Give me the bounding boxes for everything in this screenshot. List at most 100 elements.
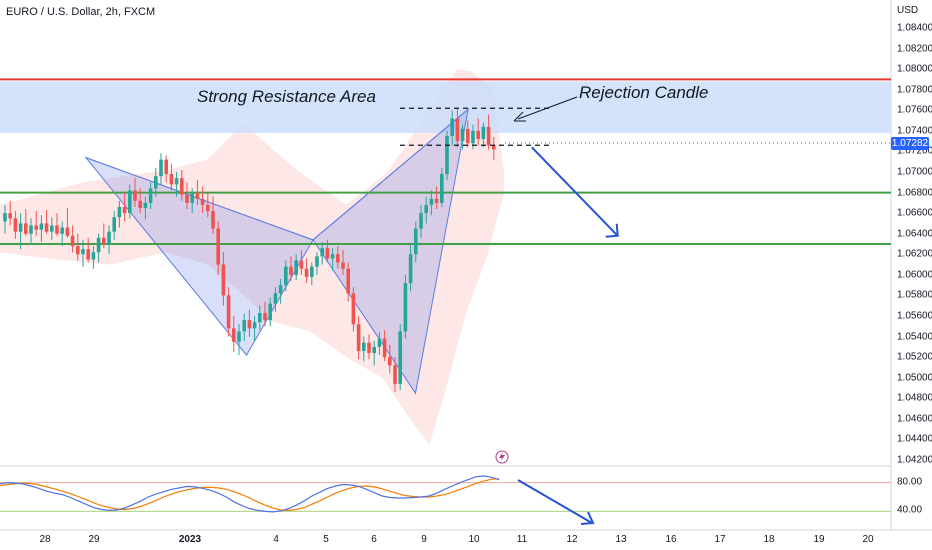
time-tick-label: 6 (371, 534, 377, 545)
resistance-annotation[interactable]: Strong Resistance Area (197, 87, 376, 106)
oscillator-tick-label: 80.00 (897, 476, 923, 488)
candle-body (320, 248, 324, 257)
candle-body (154, 176, 158, 189)
candle-body (325, 248, 330, 259)
candle-body (221, 264, 226, 296)
candle-body (169, 174, 174, 185)
bollinger-band (0, 69, 505, 445)
time-tick-label: 2023 (178, 534, 202, 545)
candle-body (133, 190, 137, 201)
candle-body (367, 342, 371, 354)
resistance-zone (0, 81, 891, 133)
candle-body (289, 266, 293, 275)
candle-body (148, 188, 153, 203)
time-tick-label: 18 (763, 534, 775, 545)
price-tick-label: 1.08200 (897, 43, 932, 55)
candle-body (476, 130, 480, 140)
candle-body (185, 194, 189, 203)
price-tick-label: 1.04600 (897, 413, 932, 425)
candle-body (39, 223, 44, 230)
time-tick-label: 19 (813, 534, 825, 545)
candle-body (299, 260, 304, 269)
candle-body (388, 357, 392, 366)
candle-body (216, 228, 220, 265)
candle-body (143, 202, 148, 208)
time-tick-label: 16 (665, 534, 677, 545)
candle-body (252, 322, 257, 329)
candle-body (273, 293, 278, 304)
candle-body (70, 235, 75, 247)
candle-body (346, 268, 350, 294)
price-tick-label: 1.08400 (897, 22, 932, 34)
time-tick-label: 10 (468, 534, 480, 545)
candle-body (382, 338, 387, 358)
candle-body (195, 192, 200, 199)
candle-body (284, 266, 288, 286)
time-tick-label: 9 (421, 534, 427, 545)
candle-body (247, 320, 252, 329)
candle-body (486, 126, 491, 146)
projection-arrow-head (605, 223, 619, 238)
rejection-pointer-head (513, 111, 526, 122)
candle-body (190, 192, 194, 203)
candle-body (440, 174, 444, 203)
candle-body (356, 324, 361, 351)
price-tick-label: 1.05200 (897, 351, 932, 363)
time-tick-label: 13 (615, 534, 627, 545)
candle-body (29, 225, 33, 234)
pattern-leg-bd (312, 108, 469, 241)
candle-body (180, 178, 184, 195)
time-tick-label: 17 (714, 534, 726, 545)
time-tick-label: 5 (323, 534, 329, 545)
rejection-pointer (517, 96, 578, 120)
candle-body (164, 159, 168, 175)
lightning-icon (495, 450, 509, 464)
price-tick-label: 1.07600 (897, 104, 932, 116)
candle-body (18, 223, 23, 232)
candle-body (232, 328, 236, 342)
rejection-annotation[interactable]: Rejection Candle (579, 83, 709, 102)
candle-body (50, 225, 54, 232)
candle-body (341, 262, 345, 269)
time-tick-label: 20 (862, 534, 874, 545)
candle-body (211, 211, 215, 229)
price-tick-label: 1.07800 (897, 84, 932, 96)
candles-group (3, 108, 496, 393)
pattern-leg-xb (85, 157, 314, 241)
candle-body (13, 218, 18, 232)
price-tick-label: 1.05800 (897, 289, 932, 301)
symbol-title: EURO / U.S. Dollar, 2h, FXCM (6, 6, 156, 18)
candle-body (419, 213, 423, 229)
candle-body (304, 268, 309, 277)
candle-body (3, 213, 7, 222)
candle-body (362, 342, 366, 351)
candle-body (91, 252, 96, 260)
candle-body (60, 227, 64, 234)
time-tick-label: 11 (516, 534, 528, 545)
candle-body (107, 231, 111, 244)
candle-body (81, 249, 85, 255)
price-tick-label: 1.04400 (897, 433, 932, 445)
candle-body (174, 178, 179, 185)
time-tick-label: 12 (566, 534, 578, 545)
osc-d-line (0, 478, 500, 512)
candle-body (117, 206, 122, 218)
candle-body (310, 266, 314, 277)
time-tick-label: 29 (88, 534, 100, 545)
price-tick-label: 1.08000 (897, 63, 932, 75)
candle-body (330, 254, 335, 259)
osc-projection-arrow (517, 479, 593, 524)
time-tick-label: 28 (39, 534, 51, 545)
price-tick-label: 1.06600 (897, 207, 932, 219)
candle-body (315, 256, 319, 267)
price-tick-label: 1.06800 (897, 187, 932, 199)
candle-body (76, 246, 80, 255)
candle-body (128, 190, 132, 214)
candle-body (122, 206, 127, 214)
candle-body (492, 145, 496, 150)
candle-body (258, 312, 262, 323)
price-tick-label: 1.05000 (897, 372, 932, 384)
osc-k-line (0, 475, 500, 513)
candle-body (455, 118, 460, 142)
